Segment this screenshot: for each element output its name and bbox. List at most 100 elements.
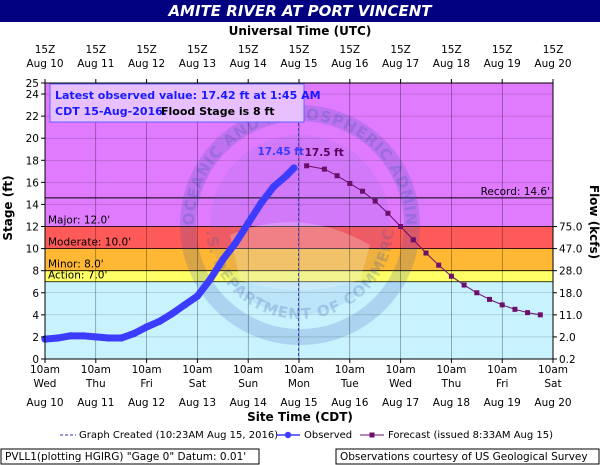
right-axis-title: Flow (kcfs) xyxy=(587,185,600,259)
flood-band-label-2: Moderate: 10.0' xyxy=(48,237,131,249)
observed-value-label: 17.45 ft xyxy=(257,146,303,158)
bottom-tick-time-8: 10am xyxy=(436,364,466,376)
bottom-tick-time-2: 10am xyxy=(132,364,162,376)
left-tick-label-13: 25 xyxy=(26,78,39,90)
flood-band-label-0: Action: 7.0' xyxy=(48,270,107,282)
top-axis-title: Universal Time (UTC) xyxy=(229,24,372,38)
forecast-point-13 xyxy=(474,290,480,296)
bottom-tick-date-5: Aug 15 xyxy=(280,397,317,409)
top-tick-line2-5: Aug 15 xyxy=(280,58,317,70)
observed-point-16 xyxy=(244,219,252,227)
forecast-point-6 xyxy=(385,210,391,216)
footer: PVLL1(plotting HGIRG) "Gage 0" Datum: 0.… xyxy=(0,448,600,465)
legend-observed-marker xyxy=(284,431,292,439)
right-tick-label-5: 75.0 xyxy=(559,222,582,234)
right-tick-label-1: 11.0 xyxy=(559,310,582,322)
bottom-tick-date-2: Aug 12 xyxy=(128,397,165,409)
watermark-wave xyxy=(230,222,370,290)
legend-observed-label: Observed xyxy=(304,430,352,441)
bottom-tick-day-5: Mon xyxy=(288,378,310,390)
info-box: Latest observed value: 17.42 ft at 1:45 … xyxy=(49,83,321,123)
top-tick-line1-6: 15Z xyxy=(340,44,361,56)
left-tick-label-1: 2 xyxy=(32,332,39,344)
top-tick-line2-0: Aug 10 xyxy=(26,58,63,70)
observed-point-1 xyxy=(54,334,62,342)
bottom-tick-time-5: 10am xyxy=(284,364,314,376)
footer-right-text: Observations courtesy of US Geological S… xyxy=(340,451,588,463)
footer-right-box xyxy=(335,448,600,465)
observed-point-12 xyxy=(193,292,201,300)
forecast-point-18 xyxy=(537,312,543,318)
forecast-point-12 xyxy=(461,282,467,288)
forecast-point-8 xyxy=(410,237,416,243)
top-axis-ticks: 15Z Aug 10 15Z Aug 11 15Z Aug 12 15Z Aug 13 15Z A… xyxy=(26,44,572,83)
top-tick-line1-3: 15Z xyxy=(187,44,208,56)
observed-point-13 xyxy=(206,275,214,284)
forecast-point-14 xyxy=(487,296,492,302)
flood-band-label-3: Major: 12.0' xyxy=(48,215,110,227)
bottom-tick-date-8: Aug 18 xyxy=(433,397,470,409)
observed-point-18 xyxy=(270,183,278,191)
observed-point-9 xyxy=(155,317,163,326)
observed-point-6 xyxy=(117,334,125,342)
bottom-tick-day-6: Tue xyxy=(340,378,359,390)
chart-title: AMITE RIVER AT PORT VINCENT xyxy=(167,2,433,20)
legend-created-label: Graph Created (10:23AM Aug 15, 2016) xyxy=(79,430,278,441)
flood-band-label-1: Minor: 8.0' xyxy=(48,259,104,271)
left-tick-label-4: 8 xyxy=(32,266,39,278)
forecast-point-0 xyxy=(304,163,310,169)
top-tick-line2-8: Aug 18 xyxy=(433,58,470,70)
title-bar xyxy=(0,0,600,22)
forecast-point-3 xyxy=(347,180,353,186)
bottom-tick-date-3: Aug 13 xyxy=(179,397,216,409)
bottom-tick-day-8: Thu xyxy=(441,378,462,390)
top-tick-line2-4: Aug 14 xyxy=(230,58,268,70)
top-tick-line1-8: 15Z xyxy=(441,44,462,56)
left-tick-label-0: 0 xyxy=(32,354,39,366)
top-tick-line2-1: Aug 11 xyxy=(77,58,114,70)
observed-point-5 xyxy=(104,334,113,342)
bottom-tick-time-9: 10am xyxy=(487,364,517,376)
bottom-tick-day-4: Sun xyxy=(238,378,258,390)
top-tick-line1-5: 15Z xyxy=(289,44,310,56)
top-tick-line2-2: Aug 12 xyxy=(128,58,165,70)
observed-point-14 xyxy=(219,256,227,264)
plot-area: Action: 7.0'Minor: 8.0' Moderate: 10.0' Ma… xyxy=(0,0,554,360)
forecast-value-label: 17.5 ft xyxy=(305,147,344,159)
left-tick-label-6: 12 xyxy=(26,222,39,234)
bottom-tick-date-9: Aug 19 xyxy=(484,397,521,409)
right-tick-label-3: 28.0 xyxy=(559,266,582,278)
left-tick-label-11: 22 xyxy=(26,111,39,123)
top-tick-line1-7: 15Z xyxy=(390,44,411,56)
forecast-point-10 xyxy=(436,262,442,268)
observed-point-20 xyxy=(290,164,298,172)
bottom-tick-date-7: Aug 17 xyxy=(382,397,419,409)
forecast-point-9 xyxy=(423,250,429,256)
bottom-axis-title: Site Time (CDT) xyxy=(247,410,353,424)
bottom-tick-day-0: Wed xyxy=(34,378,57,390)
left-tick-label-7: 14 xyxy=(26,199,40,211)
left-tick-label-12: 24 xyxy=(26,89,40,101)
record-label: Record: 14.6' xyxy=(481,186,550,198)
observed-point-2 xyxy=(66,332,74,340)
forecast-point-11 xyxy=(448,273,454,279)
right-axis-ticks: 2.0 11.0 18.0 28.0 47.0 75.0 0.2 xyxy=(553,222,582,366)
observed-point-8 xyxy=(143,323,151,331)
top-tick-line2-3: Aug 13 xyxy=(179,58,216,70)
left-tick-label-10: 20 xyxy=(26,133,39,145)
observed-point-7 xyxy=(130,330,138,338)
forecast-point-1 xyxy=(321,166,327,172)
bottom-tick-time-1: 10am xyxy=(81,364,111,376)
info-line-2a: CDT 15-Aug-2016. xyxy=(55,105,167,118)
top-tick-line2-9: Aug 19 xyxy=(484,58,521,70)
left-tick-label-2: 4 xyxy=(32,310,39,322)
top-tick-line1-4: 15Z xyxy=(238,44,259,56)
bottom-axis-ticks: 10am Wed Aug 10 10am Thu Aug 11 10am Fri Aug 12 1… xyxy=(26,359,572,409)
bottom-tick-time-0: 10am xyxy=(30,364,60,376)
bottom-tick-time-6: 10am xyxy=(335,364,365,376)
left-axis-title: Stage (ft) xyxy=(1,175,15,240)
bottom-tick-day-1: Thu xyxy=(85,378,106,390)
series-layer: 17.45 ft 17.5 ft xyxy=(41,83,543,359)
observed-point-19 xyxy=(282,172,290,180)
